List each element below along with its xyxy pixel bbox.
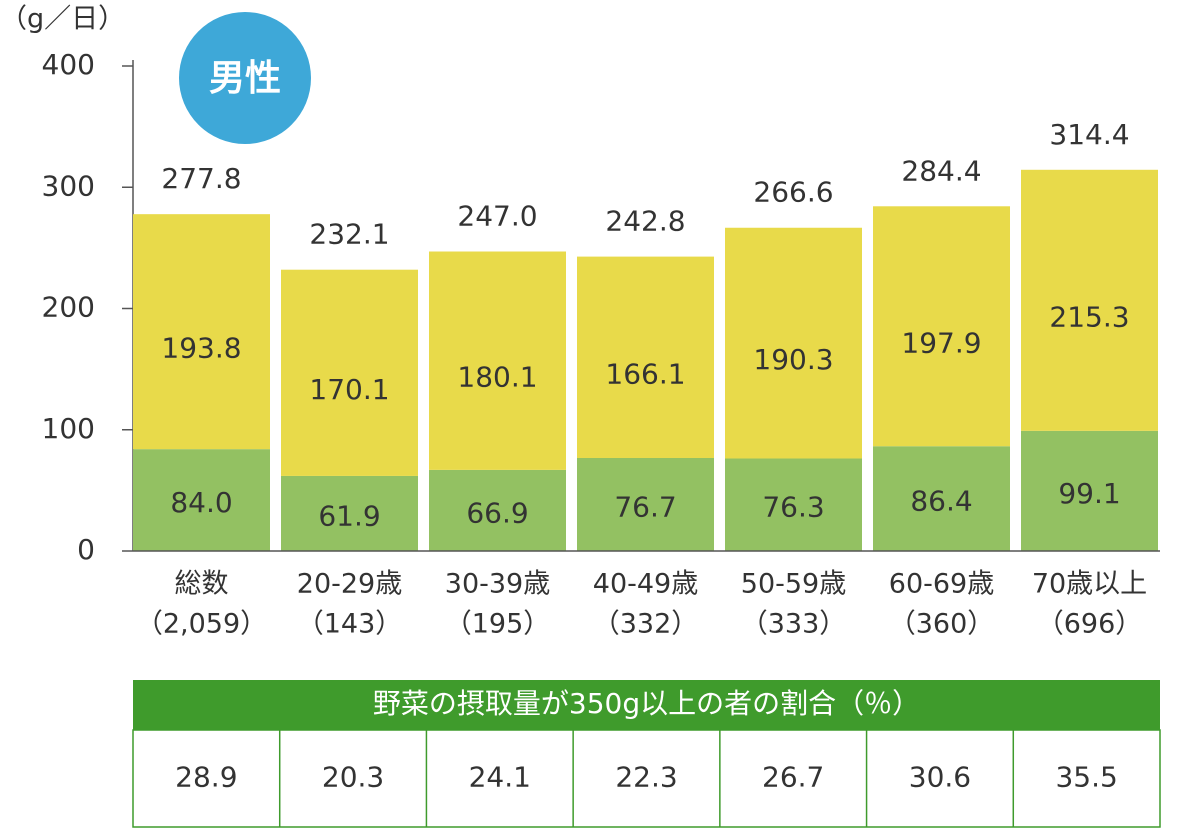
y-tick-label: 200: [42, 291, 95, 324]
data-label: 61.9: [318, 499, 380, 532]
x-tick-label: （143）: [297, 609, 403, 640]
table-cell: 22.3: [615, 761, 677, 794]
data-label: 180.1: [457, 361, 537, 394]
bar-segment: [429, 469, 566, 551]
x-tick-label: 60-69歳: [889, 569, 994, 600]
bar-segment: [281, 475, 418, 551]
x-tick-label: 50-59歳: [741, 569, 846, 600]
bar-segment: [1021, 169, 1158, 431]
badge-label: 男性: [209, 58, 281, 99]
x-tick-label: 20-29歳: [297, 569, 402, 600]
data-label: 190.3: [753, 343, 833, 376]
data-label: 197.9: [901, 326, 981, 359]
table-cell: 30.6: [909, 761, 971, 794]
data-label: 76.7: [614, 491, 676, 524]
table-cell: 24.1: [469, 761, 531, 794]
table-title: 野菜の摂取量が350g以上の者の割合（％）: [373, 687, 920, 720]
y-axis-label: （g／日）: [0, 4, 125, 35]
x-tick-label: （332）: [593, 609, 699, 640]
data-label: 86.4: [910, 485, 972, 518]
data-label: 215.3: [1049, 300, 1129, 333]
data-label: 66.9: [466, 496, 528, 529]
badge: [179, 12, 311, 144]
bar-segment: [725, 227, 862, 459]
data-label: 170.1: [309, 373, 389, 406]
total-label: 314.4: [1049, 118, 1129, 151]
bar-segment: [133, 449, 270, 551]
total-label: 247.0: [457, 200, 537, 233]
bar-segment: [873, 206, 1010, 447]
table-cell: 35.5: [1055, 761, 1117, 794]
x-tick-label: （696）: [1037, 609, 1143, 640]
x-tick-label: （2,059）: [136, 609, 267, 640]
y-tick-label: 0: [77, 533, 95, 566]
bar-segment: [1021, 430, 1158, 551]
bar-segment: [725, 458, 862, 551]
y-tick-label: 400: [42, 48, 95, 81]
bar-segment: [577, 458, 714, 551]
total-label: 284.4: [901, 154, 981, 187]
x-tick-label: （360）: [889, 609, 995, 640]
x-tick-label: （333）: [741, 609, 847, 640]
x-tick-label: 40-49歳: [593, 569, 698, 600]
data-label: 193.8: [161, 332, 241, 365]
data-label: 166.1: [605, 357, 685, 390]
table-cell: 28.9: [175, 761, 237, 794]
total-label: 232.1: [309, 218, 389, 251]
bar-segment: [281, 269, 418, 476]
bar-segment: [133, 214, 270, 450]
table-body: [132, 729, 1161, 828]
total-label: 242.8: [605, 205, 685, 238]
y-tick-label: 100: [42, 412, 95, 445]
bar-segment: [577, 256, 714, 459]
data-label: 76.3: [762, 491, 824, 524]
data-label: 84.0: [170, 486, 232, 519]
x-tick-label: 総数: [175, 569, 229, 600]
x-tick-label: 70歳以上: [1032, 569, 1147, 600]
bar-segment: [429, 251, 566, 470]
total-label: 266.6: [753, 176, 833, 209]
total-label: 277.8: [161, 162, 241, 195]
bar-segment: [873, 446, 1010, 551]
table-header: [133, 680, 1160, 730]
table-cell: 26.7: [762, 761, 824, 794]
y-tick-label: 300: [42, 169, 95, 202]
data-label: 99.1: [1058, 477, 1120, 510]
x-tick-label: （195）: [445, 609, 551, 640]
table-cell: 20.3: [322, 761, 384, 794]
x-tick-label: 30-39歳: [445, 569, 550, 600]
